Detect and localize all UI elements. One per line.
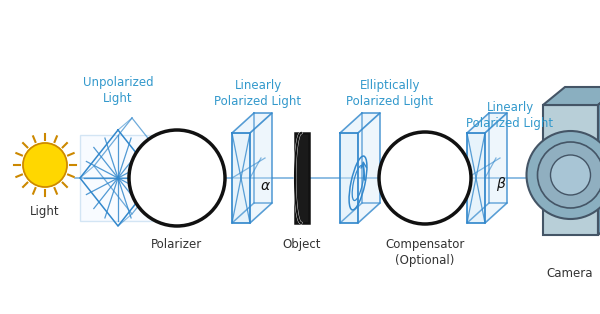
Text: Linearly
Polarized Light: Linearly Polarized Light: [214, 79, 302, 108]
Text: Compensator
(Optional): Compensator (Optional): [385, 238, 464, 267]
Text: Unpolarized
Light: Unpolarized Light: [83, 76, 154, 105]
Polygon shape: [340, 113, 380, 133]
Text: Object: Object: [283, 238, 321, 251]
Text: $\alpha$: $\alpha$: [260, 179, 271, 193]
Polygon shape: [543, 87, 600, 105]
Text: Elliptically
Polarized Light: Elliptically Polarized Light: [346, 79, 434, 108]
Circle shape: [23, 143, 67, 187]
Polygon shape: [232, 113, 272, 133]
Text: Linearly
Polarized Light: Linearly Polarized Light: [466, 101, 554, 130]
Text: Camera: Camera: [547, 267, 593, 280]
Circle shape: [551, 155, 590, 195]
Text: Light: Light: [30, 205, 60, 218]
Circle shape: [527, 131, 600, 219]
Polygon shape: [295, 133, 309, 223]
Polygon shape: [340, 133, 358, 223]
Circle shape: [129, 130, 225, 226]
Text: Polarizer: Polarizer: [151, 238, 203, 251]
Polygon shape: [467, 113, 507, 133]
Polygon shape: [543, 105, 598, 235]
Polygon shape: [358, 113, 380, 223]
Polygon shape: [232, 133, 250, 223]
Circle shape: [538, 142, 600, 208]
Circle shape: [379, 132, 471, 224]
Polygon shape: [485, 113, 507, 223]
Polygon shape: [598, 87, 600, 235]
Polygon shape: [80, 135, 156, 221]
Polygon shape: [467, 133, 485, 223]
Polygon shape: [250, 113, 272, 223]
Text: $\beta$: $\beta$: [496, 175, 506, 193]
